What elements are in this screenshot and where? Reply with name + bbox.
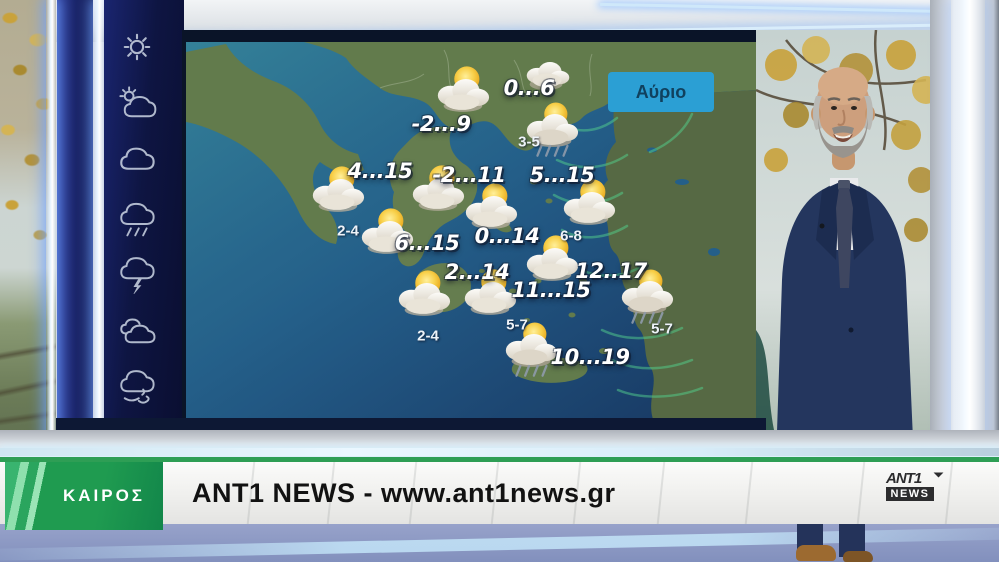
led-strip [93, 0, 104, 462]
temperature-label: 5...15 [529, 163, 595, 187]
map-overlay: Αύριο 0...6 -2...9 4...15 -2...11 5...15… [182, 30, 760, 432]
studio-pillar [57, 0, 93, 462]
news-ticker-band: ANT1 NEWS - www.ant1news.gr ANT1 NEWS [0, 462, 999, 524]
clouds-icon [116, 309, 158, 351]
led-strip [46, 0, 57, 462]
panel-divider [656, 462, 666, 524]
temperature-label: -2...9 [411, 112, 471, 136]
temperature-label: 11...15 [511, 278, 591, 302]
temperature-label: 4...15 [347, 159, 413, 183]
panel-divider [856, 462, 866, 524]
thunderstorm-icon [116, 252, 158, 294]
category-label: ΚΑΙΡΟΣ [62, 486, 146, 505]
wind-label: 5-7 [506, 316, 528, 334]
wind-label: 5-7 [651, 320, 673, 338]
weather-icon-pillar [104, 0, 184, 462]
temperature-label: 10...19 [550, 345, 630, 369]
ant1-logo-text: ANT1 [886, 471, 938, 486]
presenter-area [756, 30, 936, 462]
temperature-label: 6...15 [394, 231, 460, 255]
category-badge: ΚΑΙΡΟΣ [5, 462, 163, 530]
wind-cloud-icon [116, 365, 158, 407]
desk-light-strip [0, 448, 999, 456]
presenter [776, 67, 914, 462]
news-logo-text: NEWS [886, 487, 934, 501]
banner-top-line [0, 457, 999, 462]
presenter-shoe [796, 545, 836, 561]
day-label: Αύριο [635, 81, 687, 102]
headline-text: ANT1 NEWS - www.ant1news.gr [192, 477, 616, 508]
sun-icon [116, 26, 158, 68]
panel-divider [944, 462, 954, 524]
temperature-label: 0...6 [503, 76, 555, 100]
weather-map-screen: Αύριο 0...6 -2...9 4...15 -2...11 5...15… [182, 30, 760, 432]
ant1-news-logo: ANT1 NEWS [886, 471, 938, 514]
temperature-label: 12..17 [575, 259, 647, 283]
wind-label: 2-4 [417, 327, 439, 345]
wind-label: 3-5 [518, 133, 540, 151]
presenter-shoe [843, 551, 873, 562]
temperature-label: 0...14 [474, 224, 540, 248]
wind-label: 2-4 [337, 222, 359, 240]
cloud-icon [116, 139, 158, 181]
studio-desk [0, 430, 999, 462]
panel-divider [744, 462, 754, 524]
sun-cloud-icon [116, 83, 158, 125]
wind-label: 6-8 [560, 227, 582, 245]
rain-icon [116, 196, 158, 238]
temperature-label: -2...11 [432, 163, 506, 187]
day-label-box: Αύριο [608, 72, 714, 112]
temperature-label: 2...14 [444, 260, 510, 284]
